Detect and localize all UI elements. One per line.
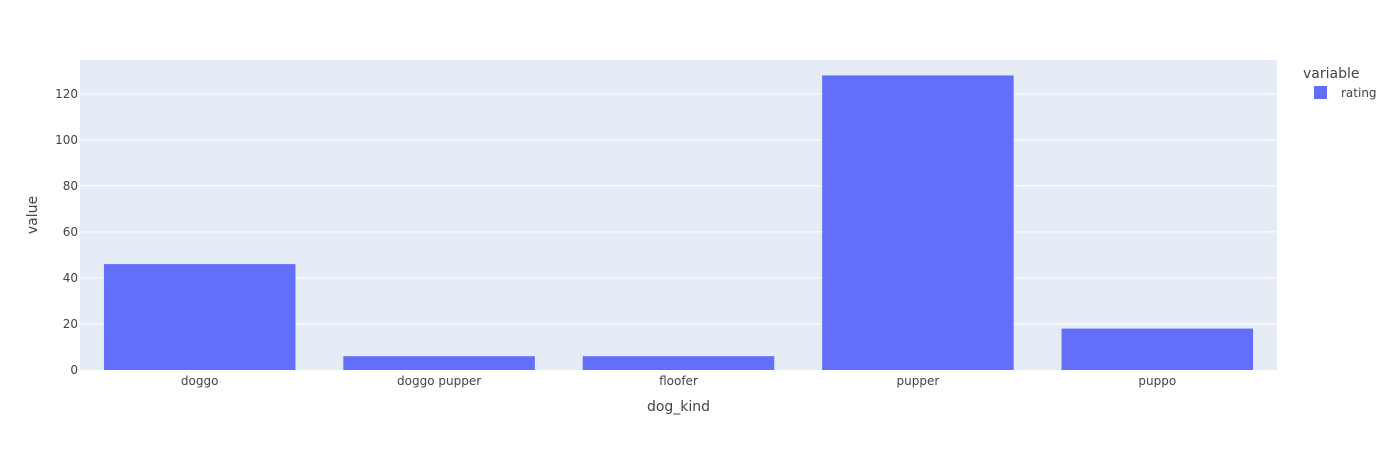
x-axis-title: dog_kind (647, 399, 710, 415)
y-tick-label: 60 (63, 225, 78, 239)
y-tick-label: 100 (55, 133, 78, 147)
x-tick-label: doggo pupper (397, 374, 481, 388)
y-tick-label: 40 (63, 271, 78, 285)
bar-floofer[interactable] (582, 356, 775, 370)
legend-title: variable (1303, 66, 1359, 82)
x-tick-label: puppo (1138, 374, 1176, 388)
y-tick-label: 20 (63, 317, 78, 331)
bar-pupper[interactable] (822, 75, 1014, 371)
bar-puppo[interactable] (1061, 328, 1254, 370)
y-tick-label: 0 (70, 363, 78, 377)
bar-doggo[interactable] (103, 264, 296, 370)
bars (103, 75, 1254, 371)
y-tick-label: 120 (55, 87, 78, 101)
x-tick-label: doggo (181, 374, 219, 388)
y-tick-label: 80 (63, 179, 78, 193)
legend-item-rating[interactable]: rating (1314, 86, 1377, 100)
x-axis-ticks: doggo doggo pupper floofer pupper puppo (181, 374, 1176, 388)
x-tick-label: floofer (659, 374, 698, 388)
x-tick-label: pupper (897, 374, 940, 388)
y-axis-ticks: 0 20 40 60 80 100 120 (55, 87, 78, 377)
legend-swatch (1314, 86, 1327, 99)
legend[interactable]: variable rating (1303, 66, 1377, 100)
bar-doggo-pupper[interactable] (343, 356, 535, 370)
y-axis-title: value (25, 196, 41, 234)
legend-label: rating (1341, 86, 1377, 100)
